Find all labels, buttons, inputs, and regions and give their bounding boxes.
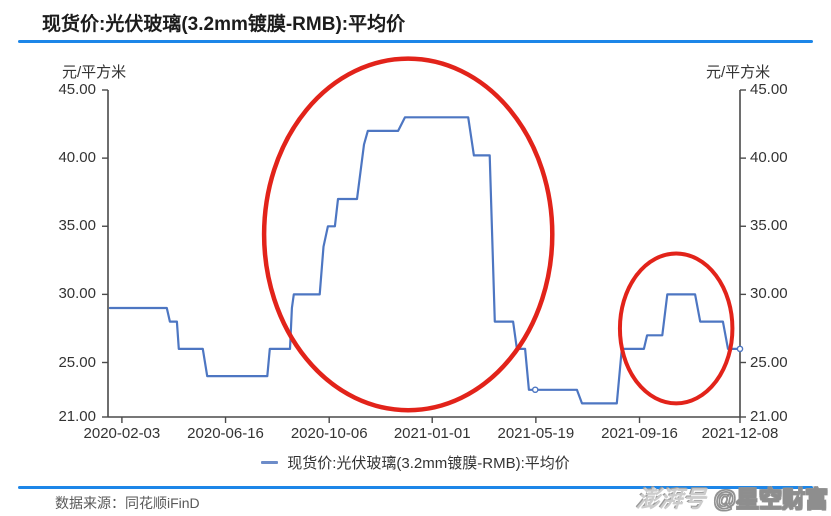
highlight-ellipse <box>617 251 735 406</box>
watermark: 澎湃号 @星空财富 <box>634 480 829 514</box>
y-tick-label-left: 45.00 <box>58 81 96 98</box>
y-tick-label-left: 30.00 <box>58 285 96 303</box>
x-tick-label: 2020-06-16 <box>187 425 264 442</box>
x-tick-label: 2021-12-08 <box>701 425 779 442</box>
watermark-pengpai-logo: 澎湃号 <box>634 486 707 512</box>
data-point-marker <box>531 386 539 394</box>
bottom-divider <box>18 486 813 489</box>
data-point-marker <box>736 345 744 353</box>
y-tick-label-right: 45.00 <box>750 81 788 98</box>
legend-line-swatch <box>261 461 279 464</box>
top-divider <box>18 40 813 43</box>
y-tick-label-right: 25.00 <box>750 353 788 371</box>
watermark-account: @星空财富 <box>713 485 829 512</box>
data-source-text: 数据来源：同花顺iFinD <box>55 495 200 511</box>
y-tick-label-right: 35.00 <box>750 217 788 235</box>
x-tick-label: 2021-01-01 <box>393 425 471 442</box>
x-tick-label: 2020-10-06 <box>290 425 368 442</box>
y-tick-label-left: 25.00 <box>58 353 96 371</box>
x-tick-label: 2021-09-16 <box>601 425 678 442</box>
y-tick-label-left: 35.00 <box>58 217 96 235</box>
price-line-series <box>108 116 742 405</box>
y-tick-label-left: 40.00 <box>58 149 96 167</box>
y-axis-unit-right: 元/平方米 <box>706 64 771 81</box>
y-tick-label-right: 21.00 <box>750 408 788 425</box>
legend-series-label: 现货价:光伏玻璃(3.2mm镀膜-RMB):平均价 <box>287 455 570 472</box>
legend: 现货价:光伏玻璃(3.2mm镀膜-RMB):平均价 <box>0 452 831 473</box>
x-tick-label: 2020-02-03 <box>83 425 161 442</box>
highlight-ellipse <box>261 56 555 413</box>
y-tick-label-right: 40.00 <box>750 149 788 167</box>
y-tick-label-right: 30.00 <box>750 285 788 303</box>
y-tick-label-left: 21.00 <box>58 408 96 425</box>
page-title: 现货价:光伏玻璃(3.2mm镀膜-RMB):平均价 <box>42 14 406 35</box>
x-tick-label: 2021-05-19 <box>497 425 575 442</box>
y-axis-unit-left: 元/平方米 <box>62 64 127 81</box>
